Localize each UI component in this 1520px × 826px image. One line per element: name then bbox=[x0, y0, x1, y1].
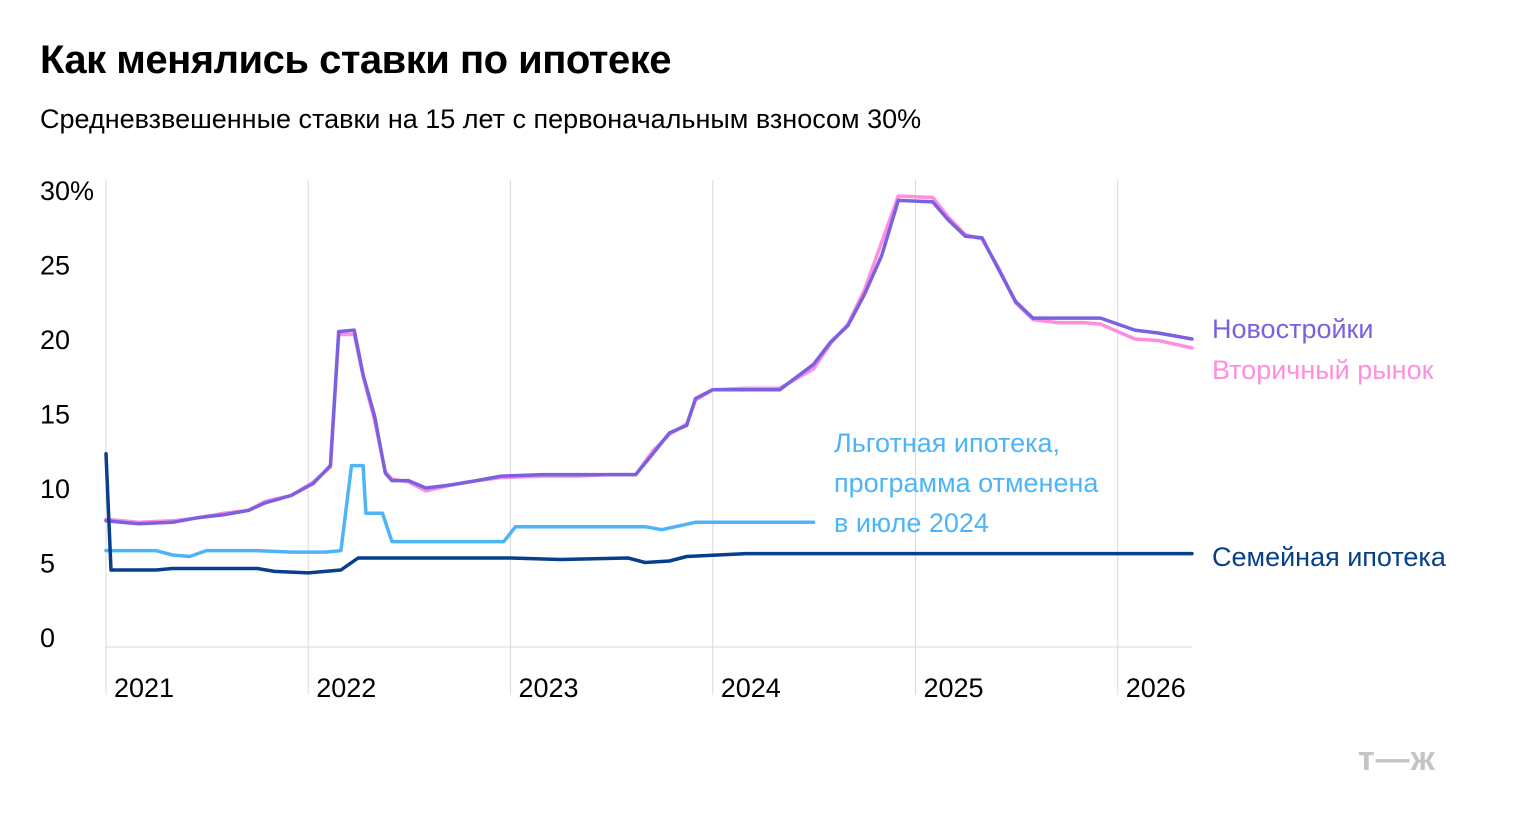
series-lines bbox=[104, 194, 1194, 575]
series-line-2 bbox=[104, 463, 816, 559]
series-label: программа отменена bbox=[834, 468, 1099, 498]
chart-subtitle: Средневзвешенные ставки на 15 лет с перв… bbox=[40, 104, 922, 134]
chart-title: Как менялись ставки по ипотеке bbox=[40, 38, 671, 82]
y-tick-label: 10 bbox=[40, 474, 70, 504]
series-labels: Вторичный рынок Новостройки Льготная ипоте… bbox=[834, 314, 1447, 572]
series-line-1 bbox=[104, 198, 1194, 526]
x-tick-label: 2026 bbox=[1126, 673, 1186, 703]
grid-lines bbox=[105, 180, 1192, 695]
y-tick-label: 0 bbox=[40, 623, 55, 653]
series-label: Вторичный рынок bbox=[1212, 355, 1434, 385]
axes: 2021 2022 2023 2024 2025 2026 30% 25 20 15 10 5 0 bbox=[40, 176, 1186, 703]
series-label: Семейная ипотека bbox=[1212, 542, 1447, 572]
x-tick-label: 2022 bbox=[316, 673, 376, 703]
y-tick-label: 30% bbox=[40, 176, 94, 206]
x-tick-label: 2021 bbox=[114, 673, 174, 703]
series-label: Новостройки bbox=[1212, 314, 1373, 344]
x-tick-label: 2025 bbox=[924, 673, 984, 703]
y-tick-label: 20 bbox=[40, 325, 70, 355]
x-tick-label: 2024 bbox=[721, 673, 781, 703]
x-tick-label: 2023 bbox=[518, 673, 578, 703]
y-tick-label: 25 bbox=[40, 251, 70, 281]
series-label: в июле 2024 bbox=[834, 508, 989, 538]
y-tick-label: 15 bbox=[40, 400, 70, 430]
brand-logo: т—ж bbox=[1358, 740, 1436, 778]
series-label: Льготная ипотека, bbox=[834, 428, 1060, 458]
series-line-3 bbox=[104, 451, 1194, 575]
y-tick-label: 5 bbox=[40, 549, 55, 579]
